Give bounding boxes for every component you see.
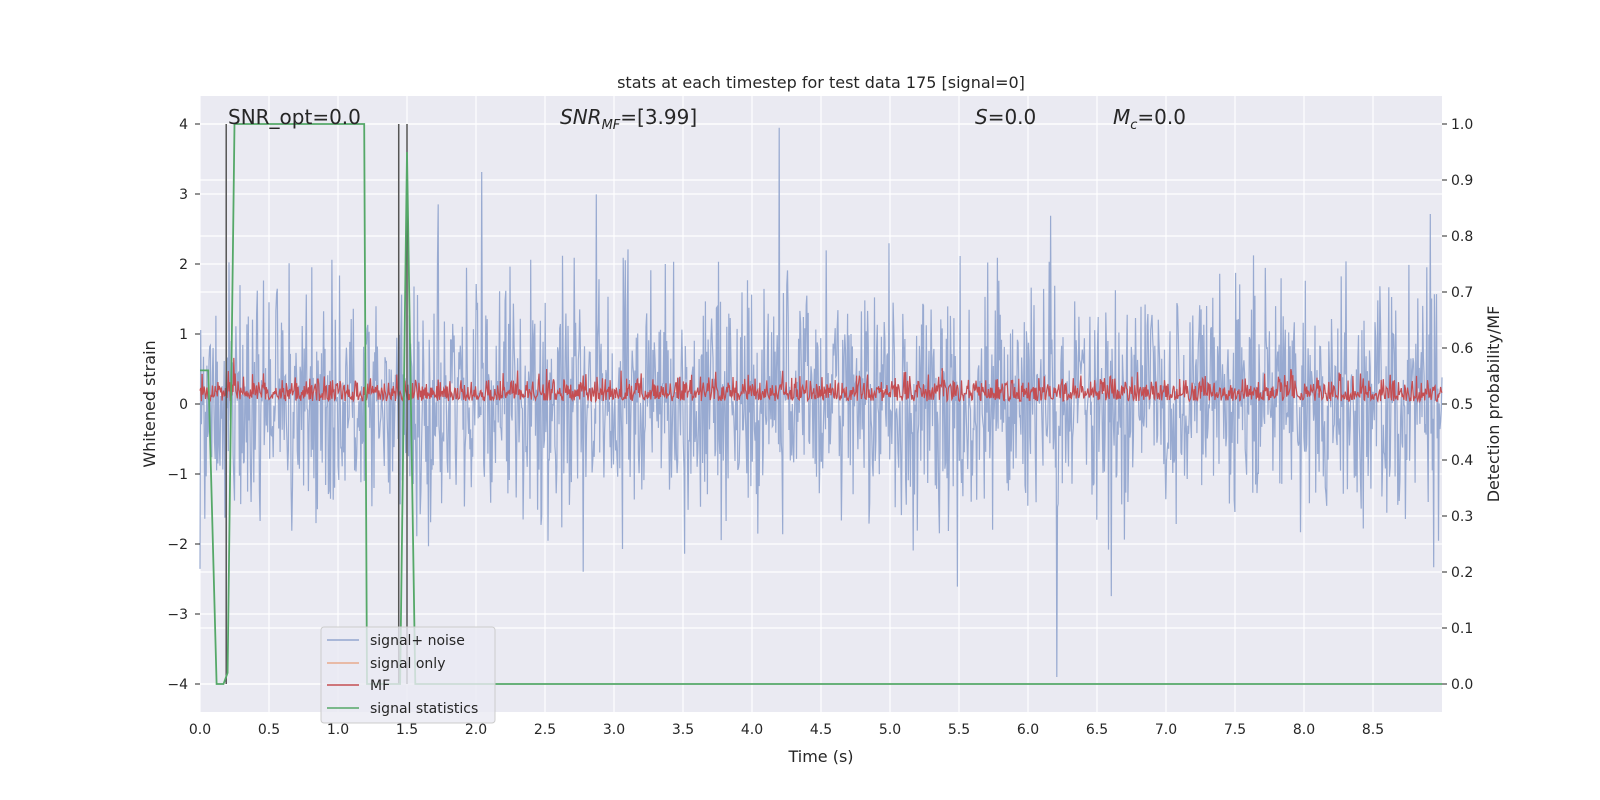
- x-tick-label: 7.5: [1224, 722, 1246, 738]
- annotation-snr-mf-main: SNR: [560, 105, 602, 129]
- legend-box: [320, 626, 496, 724]
- annotation-snr-mf: SNRMF=[3.99]: [560, 105, 697, 133]
- chart-title: stats at each timestep for test data 175…: [617, 73, 1025, 92]
- x-tick-label: 3.0: [603, 722, 625, 738]
- y2-tick-label: 0.0: [1451, 677, 1473, 693]
- y-axis-label: Whitened strain: [140, 340, 159, 467]
- y-tick-label: 2: [179, 257, 188, 273]
- y2-tick-label: 0.5: [1451, 397, 1473, 413]
- x-tick-label: 1.0: [327, 722, 349, 738]
- annotation-s-val: =0.0: [988, 105, 1037, 129]
- x-tick-label: 2.5: [534, 722, 556, 738]
- y2-axis-label: Detection probability/MF: [1484, 306, 1503, 503]
- x-tick-label: 4.0: [741, 722, 763, 738]
- x-tick-label: 0.5: [258, 722, 280, 738]
- x-tick-label: 6.0: [1017, 722, 1039, 738]
- annotation-snr-mf-val: =[3.99]: [620, 105, 697, 129]
- annotation-mc-main: M: [1113, 105, 1130, 129]
- y-tick-label: 4: [179, 117, 188, 133]
- signal-statistics-line: [200, 123, 1442, 685]
- y-axis-ticks: 4 3 2 1 0 −1 −2 −3 −4: [167, 117, 200, 693]
- x-tick-label: 6.5: [1086, 722, 1108, 738]
- x-tick-label: 8.0: [1293, 722, 1315, 738]
- x-axis-label: Time (s): [787, 747, 853, 766]
- y2-tick-label: 0.2: [1451, 565, 1473, 581]
- x-tick-label: 4.5: [810, 722, 832, 738]
- y-tick-label: 1: [179, 327, 188, 343]
- annotation-mc-val: =0.0: [1137, 105, 1186, 129]
- x-axis-ticks: 0.0 0.5 1.0 1.5 2.0 2.5 3.0 3.5 4.0 4.5 5.0 5.5 6.0 6…: [189, 722, 1384, 738]
- annotation-s-main: S: [975, 105, 988, 129]
- annotation-mc: Mc=0.0: [1113, 105, 1186, 133]
- annotation-snr-mf-sub: MF: [602, 118, 621, 133]
- annotation-s: S=0.0: [975, 105, 1036, 129]
- y-tick-label: 3: [179, 187, 188, 203]
- series-signal-statistics: [200, 123, 1442, 685]
- x-tick-label: 0.0: [189, 722, 211, 738]
- x-tick-label: 2.0: [465, 722, 487, 738]
- legend: signal+ noise signal only MF signal stat…: [320, 626, 496, 724]
- legend-label-signal-statistics: signal statistics: [370, 701, 478, 717]
- legend-label-signal-only: signal only: [370, 656, 445, 672]
- x-tick-label: 8.5: [1362, 722, 1384, 738]
- y2-tick-label: 0.7: [1451, 285, 1473, 301]
- y-tick-label: −1: [167, 467, 188, 483]
- y2-tick-label: 0.8: [1451, 229, 1473, 245]
- x-tick-label: 7.0: [1155, 722, 1177, 738]
- x-tick-label: 1.5: [396, 722, 418, 738]
- annotation-mc-sub: c: [1130, 118, 1137, 133]
- legend-label-mf: MF: [370, 678, 390, 694]
- x-tick-label: 5.5: [948, 722, 970, 738]
- y-tick-label: −4: [167, 677, 188, 693]
- y2-tick-label: 1.0: [1451, 117, 1473, 133]
- y2-tick-label: 0.4: [1451, 453, 1473, 469]
- y2-tick-label: 0.3: [1451, 509, 1473, 525]
- y2-axis-ticks: 1.0 0.9 0.8 0.7 0.6 0.5 0.4 0.3 0.2 0.1 0.0: [1442, 117, 1473, 693]
- y2-tick-label: 0.1: [1451, 621, 1473, 637]
- annotation-snr-opt: SNR_opt=0.0: [228, 105, 361, 129]
- y2-tick-label: 0.9: [1451, 173, 1473, 189]
- x-tick-label: 3.5: [672, 722, 694, 738]
- y-tick-label: 0: [179, 397, 188, 413]
- y-tick-label: −2: [167, 537, 188, 553]
- x-tick-label: 5.0: [879, 722, 901, 738]
- legend-label-signal-noise: signal+ noise: [370, 633, 465, 649]
- y-tick-label: −3: [167, 607, 188, 623]
- y2-tick-label: 0.6: [1451, 341, 1473, 357]
